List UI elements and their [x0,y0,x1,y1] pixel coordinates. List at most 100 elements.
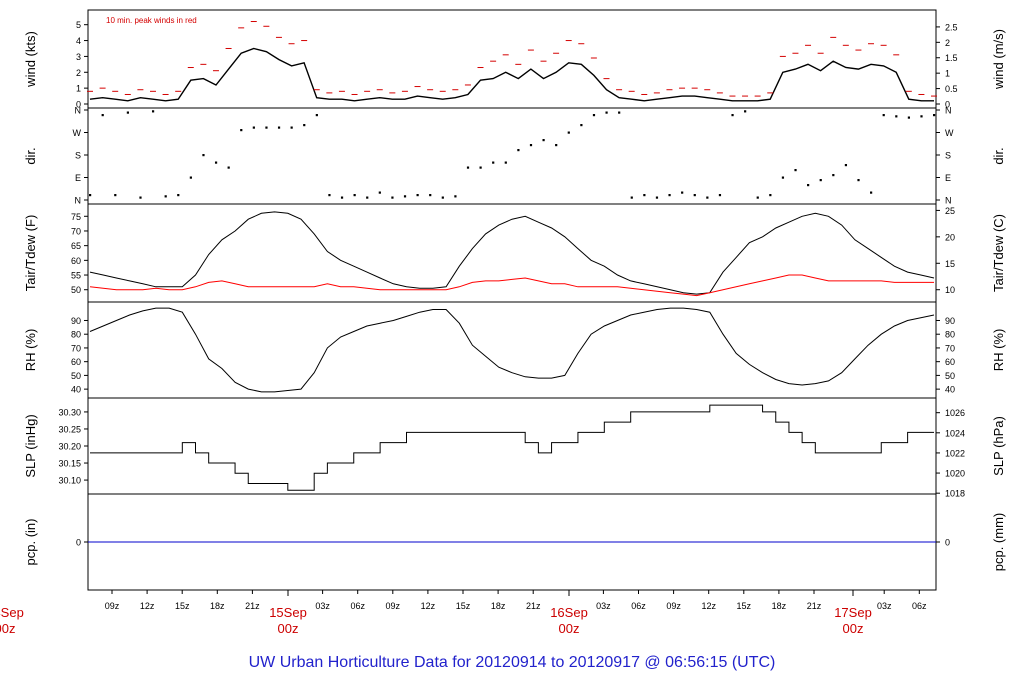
right-tick-label: 1 [945,69,950,79]
right-tick-label: N [945,106,952,116]
date-tick-label: 14Sep [0,605,24,620]
hour-tick-label: 06z [631,601,646,611]
dir-point [731,114,734,117]
hour-tick-label: 21z [807,601,822,611]
ylabel-right: pcp. (mm) [991,513,1006,572]
right-tick-label: 2.5 [945,22,958,32]
x-axis: 09z 12z 15z 18z 21z 03z 06z 09z 12z 15z 18z 21z 03z 0… [0,590,927,636]
right-tick-label: W [945,128,954,138]
dir-point [882,114,885,117]
date-tick-hour: 00z [0,621,15,636]
date-tick-label: 16Sep [550,605,588,620]
dir-point [366,196,369,199]
date-tick-label: 17Sep [834,605,872,620]
dir-point [769,194,772,197]
left-tick-label: W [73,128,82,138]
left-tick-label: 0 [76,538,81,548]
right-tick-label: 90 [945,316,955,326]
dir-point [303,124,306,127]
right-tick-label: S [945,151,951,161]
hour-tick-label: 03z [877,601,892,611]
left-tick-label: E [75,173,81,183]
dir-point [454,195,457,198]
dir-point [643,194,646,197]
right-tick-label: 80 [945,330,955,340]
ylabel-left: SLP (inHg) [23,414,38,477]
panel-wind: 0 1 2 3 4 5 0 0.5 1 1.5 2 2.5 wind (kts) wind (m/s) 10… [23,9,1006,110]
hour-tick-label: 15z [456,601,471,611]
right-tick-label: 1022 [945,448,965,458]
left-tick-label: 65 [71,241,81,251]
left-tick-label: 90 [71,316,81,326]
dir-point [895,115,898,118]
dir-point [416,194,419,197]
series-line [89,47,934,102]
dir-point [202,154,205,157]
dir-point [126,111,129,114]
dir-point [933,114,936,117]
hour-tick-label: 06z [350,601,365,611]
dir-point [315,114,318,117]
dir-point [517,149,520,152]
dir-point [378,191,381,194]
date-tick-hour: 00z [843,621,864,636]
ylabel-right: dir. [991,147,1006,164]
peak-wind-annotation: 10 min. peak winds in red [106,16,197,25]
dir-point [907,116,911,119]
hour-tick-label: 03z [596,601,611,611]
ylabel-right: RH (%) [991,329,1006,372]
right-tick-label: N [945,196,952,206]
right-tick-label: 60 [945,357,955,367]
panel-frame [87,301,937,399]
hour-tick-label: 09z [386,601,401,611]
dir-point [920,115,923,118]
ylabel-left: wind (kts) [23,31,38,88]
dir-point [89,194,92,197]
hour-tick-label: 03z [315,601,330,611]
left-tick-label: 4 [76,36,81,46]
left-tick-label: 30.10 [58,476,81,486]
dir-point [756,196,759,199]
dir-point [567,131,570,134]
series-line [89,211,935,295]
dir-point [832,174,835,177]
ylabel-right: Tair/Tdew (C) [991,214,1006,292]
right-tick-label: 40 [945,385,955,395]
panel-frame [87,107,937,205]
left-tick-label: N [75,196,82,206]
hour-tick-label: 09z [666,601,681,611]
dir-point [794,169,797,172]
hour-tick-label: 18z [210,601,225,611]
left-tick-label: S [75,151,81,161]
dir-point [504,161,507,164]
left-tick-label: 30.30 [58,407,81,417]
left-tick-label: 30.15 [58,459,81,469]
ylabel-left: pcp. (in) [23,519,38,566]
dir-point [630,196,633,199]
left-tick-label: N [75,106,82,116]
right-tick-label: 10 [945,285,955,295]
left-tick-label: 2 [76,68,81,78]
series-line [90,404,934,491]
panel-frame [87,397,937,495]
panel-pcp: 0 0 pcp. (in) pcp. (mm) [23,493,1006,591]
dir-point [391,196,394,199]
hour-tick-label: 18z [491,601,506,611]
dir-point [618,111,621,114]
dir-point [580,124,583,127]
right-tick-label: 1020 [945,469,965,479]
right-tick-label: 1018 [945,489,965,499]
date-tick-label: 15Sep [269,605,307,620]
hour-tick-label: 21z [245,601,260,611]
dir-point [466,166,470,169]
right-tick-label: 1026 [945,408,965,418]
dir-point [693,194,696,197]
panel-frame [87,9,937,109]
dir-point [492,161,495,164]
left-tick-label: 30.20 [58,442,81,452]
right-tick-label: 0.5 [945,84,958,94]
hour-tick-label: 21z [526,601,541,611]
left-tick-label: 0 [76,100,81,110]
hour-tick-label: 09z [105,601,120,611]
